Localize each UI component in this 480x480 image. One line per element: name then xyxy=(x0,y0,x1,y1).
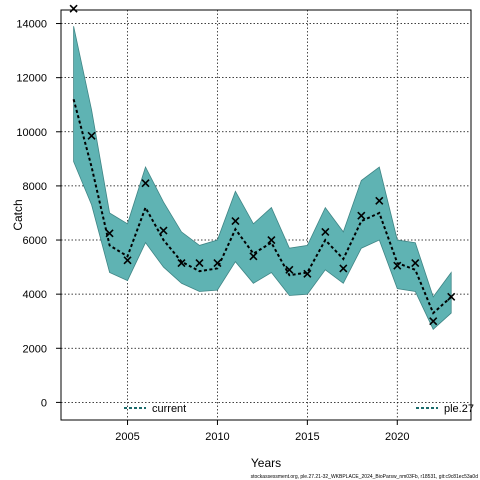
marker-x xyxy=(213,258,222,268)
marker-x xyxy=(123,256,132,265)
plot-frame xyxy=(60,9,472,421)
marker-x xyxy=(177,258,186,268)
y-tick-label: 6000 xyxy=(23,235,47,247)
series-current-line xyxy=(72,99,452,315)
marker-x xyxy=(69,4,78,13)
legend-label: ple.27 xyxy=(444,403,474,415)
x-tick-label: 2005 xyxy=(115,431,139,443)
legend-item: ple.27 xyxy=(416,403,474,415)
marker-x xyxy=(249,252,258,261)
legend-item: current xyxy=(124,403,186,415)
marker-x xyxy=(87,131,96,140)
series-markers xyxy=(69,4,456,326)
marker-x xyxy=(231,217,240,226)
confidence-band xyxy=(73,26,452,330)
marker-x xyxy=(285,265,294,274)
y-axis-title: Catch xyxy=(11,199,25,230)
y-tick-label: 0 xyxy=(41,397,47,409)
marker-x xyxy=(429,317,438,326)
y-tick-label: 8000 xyxy=(23,181,47,193)
marker-x xyxy=(375,196,384,205)
marker-x xyxy=(357,211,366,220)
marker-x xyxy=(195,258,204,268)
marker-x xyxy=(411,258,420,268)
series-lines xyxy=(72,99,452,315)
y-tick-label: 12000 xyxy=(16,73,47,85)
legend-label: current xyxy=(152,403,186,415)
y-tick-label: 2000 xyxy=(23,343,47,355)
marker-x xyxy=(141,179,150,188)
marker-x xyxy=(105,229,114,238)
x-tick-label: 2010 xyxy=(205,431,229,443)
x-tick-label: 2015 xyxy=(295,431,319,443)
marker-x xyxy=(339,264,348,273)
marker-x xyxy=(303,269,312,278)
marker-x xyxy=(447,292,456,301)
marker-x xyxy=(267,235,276,245)
marker-x xyxy=(321,227,330,236)
marker-x xyxy=(393,261,402,270)
y-tick-label: 10000 xyxy=(16,127,47,139)
y-tick-label: 14000 xyxy=(16,19,47,31)
x-axis-title: Years xyxy=(251,456,281,470)
x-tick-label: 2020 xyxy=(385,431,409,443)
caption: stockassessment.org, ple.27.21-32_WKBPLA… xyxy=(251,474,479,480)
axes: 2005 2010 2015 2020 0 2000 4000 6000 8000 10000 12… xyxy=(16,19,409,443)
legend: current ple.27 xyxy=(124,403,474,415)
marker-x xyxy=(159,226,168,235)
y-tick-label: 4000 xyxy=(23,289,47,301)
